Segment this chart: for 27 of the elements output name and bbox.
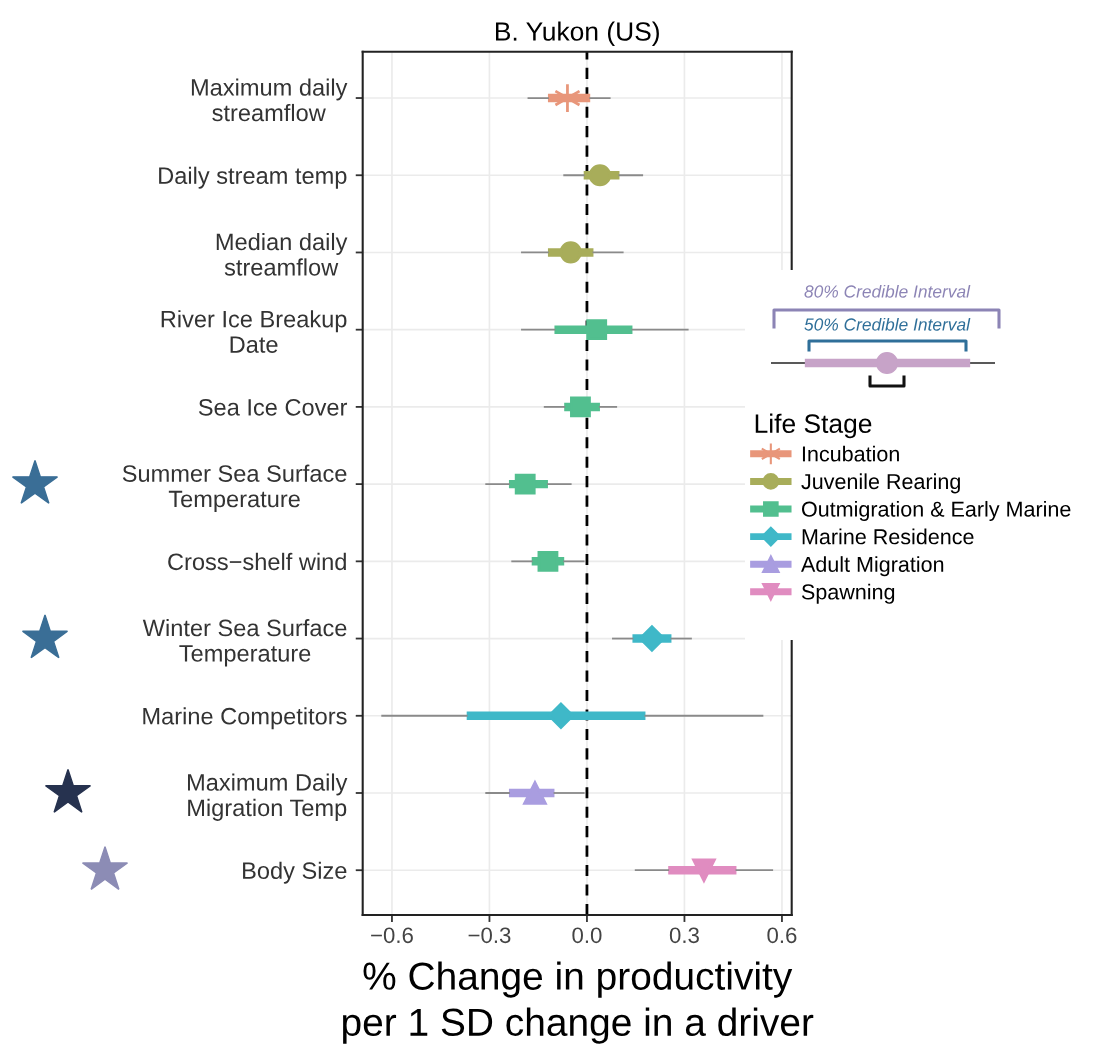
legend-label: Outmigration & Early Marine [801,500,1071,522]
y-tick-label: Summer Sea Surface Temperature [122,464,347,512]
text: 50% Credible Interval [804,317,971,331]
x-tick-label: −0.6 [371,927,413,944]
x-axis-title: % Change in productivity per 1 SD change in a driver [343,961,814,1044]
y-tick-label: Maximum Daily Migration Temp [188,773,348,821]
legend-label: Adult Migration [801,556,944,577]
y-tick-label: Sea Ice Cover [198,398,348,416]
y-tick-label: Maximum daily streamflow [191,78,348,122]
y-tick-label: Winter Sea Surface Temperature [142,619,347,667]
legend-title: Life Stage [755,413,872,439]
x-tick-label: 0.3 [669,927,699,944]
legend-label: Marine Residence [802,528,974,545]
legend-label: Juvenile Rearing [801,473,960,494]
y-tick-label: Marine Competitors [143,707,347,730]
y-tick-label: Median daily streamflow [216,232,348,276]
x-tick-label: 0.6 [767,927,797,944]
y-tick-label: River Ice Breakup Date [161,310,347,353]
chart-title: B. Yukon (US) [496,21,659,47]
y-tick-label: Daily stream temp [159,166,347,189]
x-tick-label: 0.0 [572,927,602,944]
x-tick-label: −0.3 [468,927,511,944]
text: 80% Credible Interval [804,284,971,298]
y-tick-label: Cross−shelf wind [168,552,346,571]
legend-label: Spawning [801,583,895,604]
y-tick-label: Body Size [243,861,347,884]
legend-label: Incubation [802,445,899,462]
